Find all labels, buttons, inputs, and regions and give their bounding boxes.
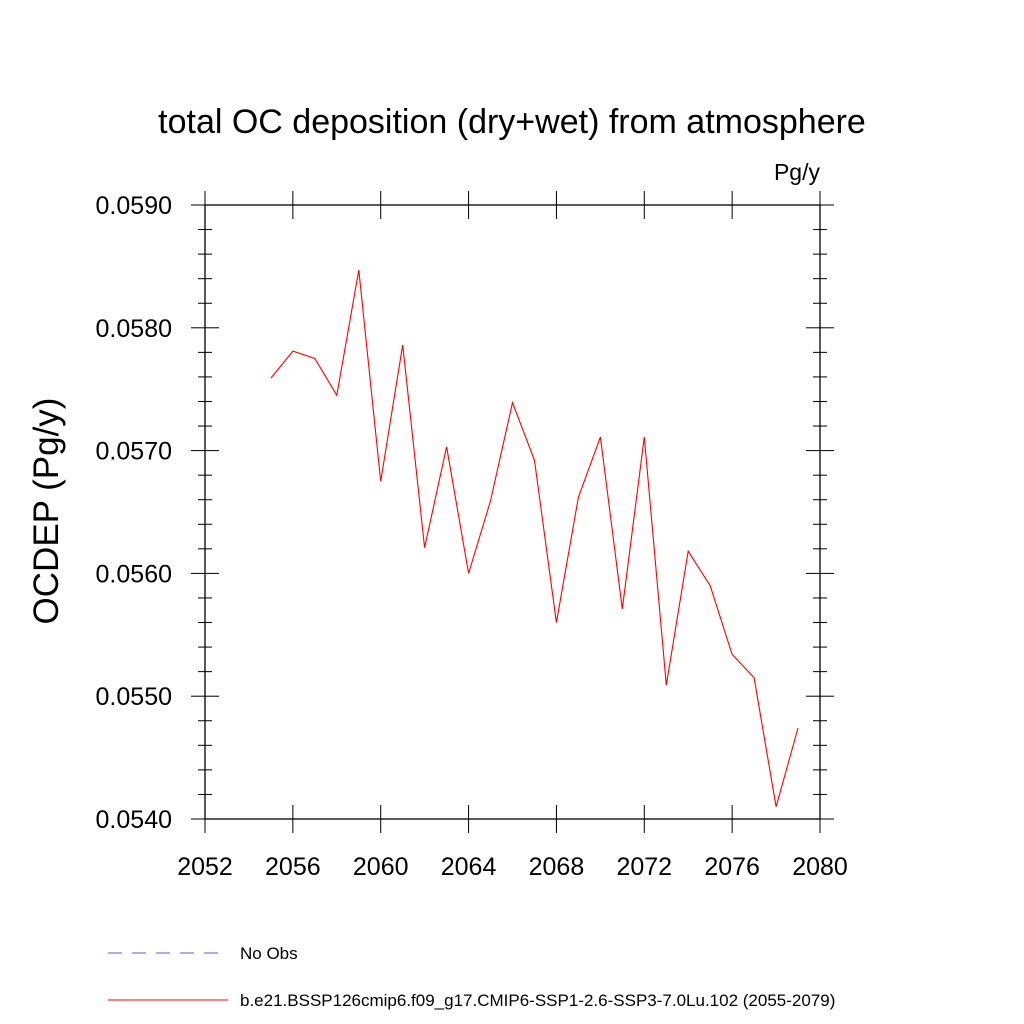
- y-tick-label: 0.0590: [96, 192, 172, 220]
- series-line: [270, 270, 799, 807]
- y-axis-ticks: 0.0540 0.0550 0.0560 0.0570 0.0580 0.0590: [96, 192, 834, 834]
- series-layer: [270, 270, 799, 807]
- y-tick-label: 0.0550: [96, 683, 172, 711]
- chart-title: total OC deposition (dry+wet) from atmos…: [158, 103, 866, 141]
- x-tick-label: 2080: [792, 853, 848, 881]
- x-tick-label: 2060: [353, 853, 409, 881]
- plot-frame: [204, 204, 821, 820]
- units-label: Pg/y: [774, 159, 821, 185]
- x-tick-label: 2072: [616, 853, 672, 881]
- x-tick-label: 2076: [704, 853, 760, 881]
- y-tick-label: 0.0540: [96, 806, 172, 834]
- y-tick-label: 0.0580: [96, 315, 172, 343]
- y-axis-title: OCDEP (Pg/y): [27, 398, 66, 625]
- x-tick-label: 2052: [177, 853, 233, 881]
- x-tick-label: 2056: [265, 853, 321, 881]
- y-tick-label: 0.0570: [96, 438, 172, 466]
- y-tick-label: 0.0560: [96, 560, 172, 588]
- legend-label: b.e21.BSSP126cmip6.f09_g17.CMIP6-SSP1-2.…: [240, 991, 835, 1010]
- x-tick-label: 2068: [529, 853, 585, 881]
- x-axis-ticks: 2052 2056 2060 2064 2068 2072 2076 2080: [177, 191, 848, 881]
- legend: No Obs b.e21.BSSP126cmip6.f09_g17.CMIP6-S…: [108, 944, 835, 1010]
- legend-label: No Obs: [240, 944, 298, 963]
- x-tick-label: 2064: [441, 853, 497, 881]
